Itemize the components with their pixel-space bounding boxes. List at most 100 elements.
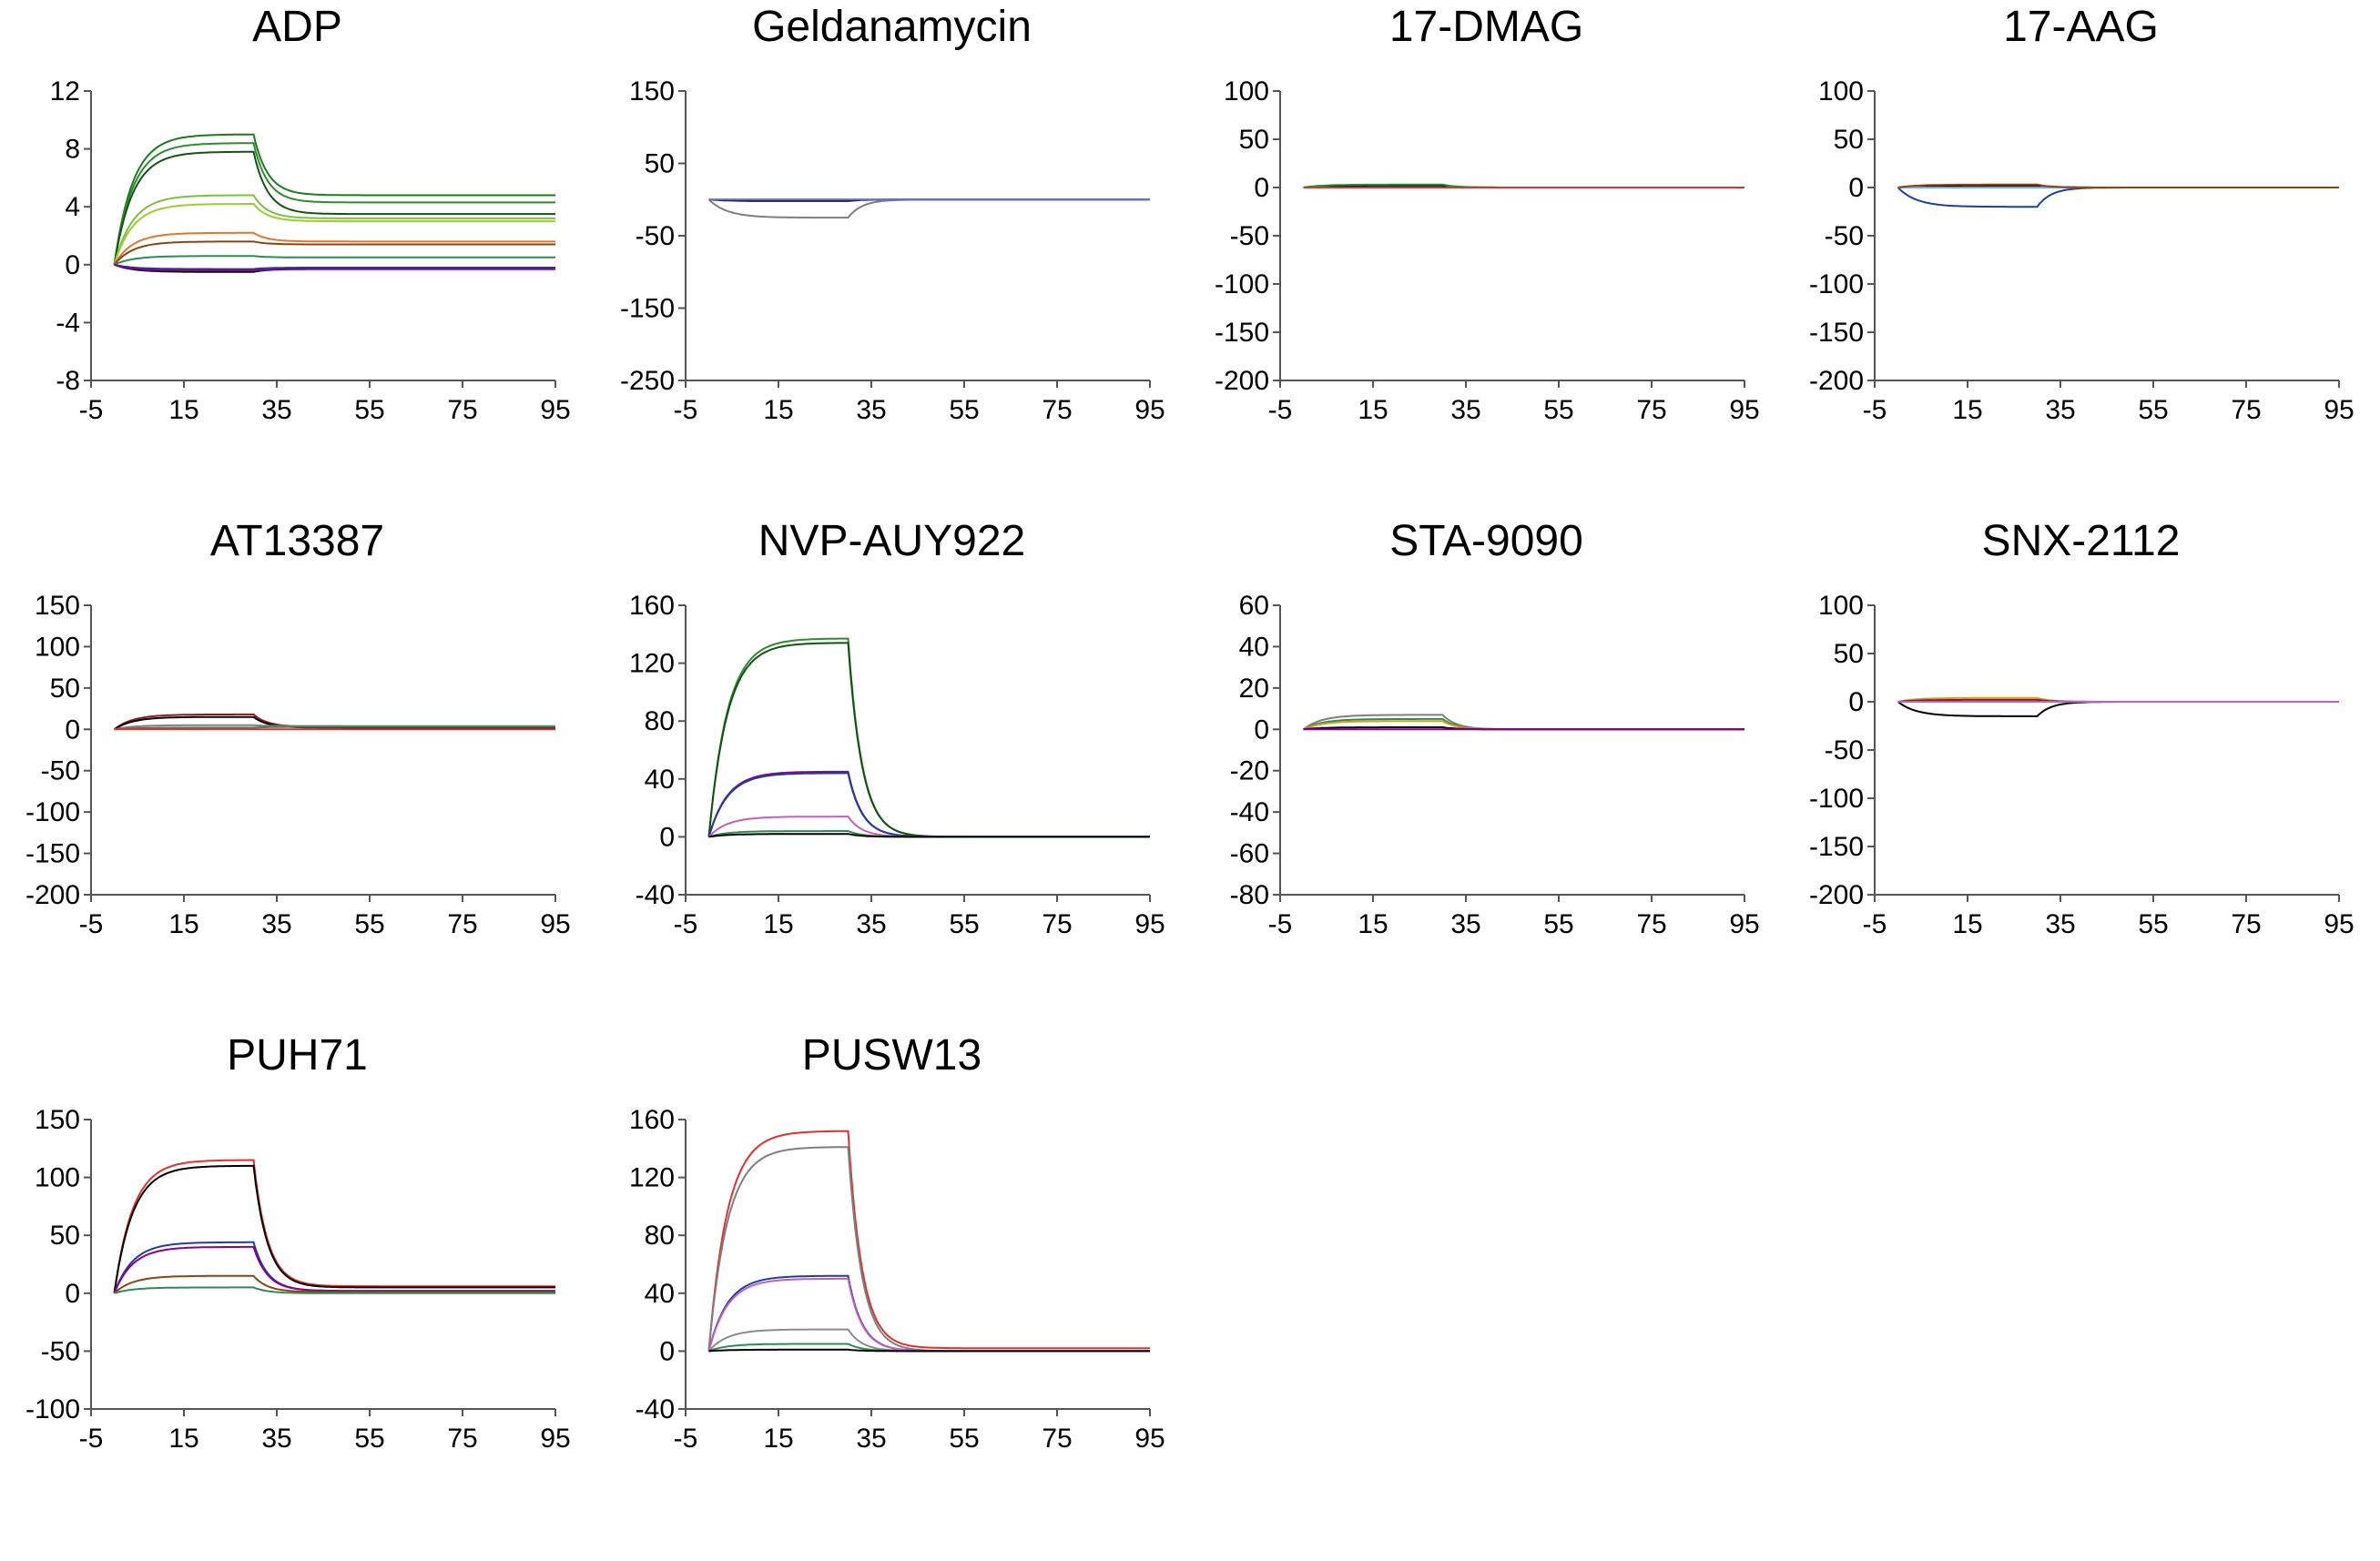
x-tick-label: 15 — [763, 395, 793, 425]
series-line — [707, 1277, 1150, 1353]
y-tick-label: -200 — [1809, 366, 1864, 396]
x-tick-label: 35 — [261, 909, 291, 939]
chart-svg: -200 -150 -100 -50 0 50 100 -5 15 35 55 75 95 — [1215, 76, 1760, 425]
x-tick-label: 75 — [447, 909, 477, 939]
y-tick-label: -100 — [25, 797, 80, 827]
chart-panel: PUSW13 -40 0 40 80 120 160 -5 15 35 55 75 95 — [595, 1029, 1189, 1543]
series-line — [708, 1348, 1150, 1353]
series-line — [707, 642, 1150, 838]
y-tick-label: -150 — [25, 839, 80, 869]
y-tick-label: 50 — [1834, 639, 1864, 669]
x-tick-label: 75 — [1042, 395, 1072, 425]
chart-svg: -200 -150 -100 -50 0 50 100 -5 15 35 55 75 95 — [1809, 591, 2355, 939]
chart-panel: 17-DMAG -200 -150 -100 -50 0 50 100 -5 15 35 55 75 95 — [1189, 0, 1784, 514]
x-tick-label: 95 — [540, 1424, 570, 1454]
y-tick-label: 0 — [1254, 173, 1269, 203]
series-line — [113, 203, 555, 266]
y-tick-label: -50 — [41, 1336, 80, 1366]
series-line — [114, 263, 555, 270]
x-tick-label: 55 — [354, 1424, 384, 1454]
chart-title: SNX-2112 — [1981, 517, 2181, 565]
chart-panel: STA-9090 -80 -60 -40 -20 0 20 40 60 -5 15 35 55 75 95 — [1189, 514, 1784, 1029]
y-tick-label: 150 — [629, 76, 675, 106]
y-tick-label: -4 — [56, 308, 80, 338]
y-tick-label: -250 — [620, 366, 675, 396]
y-tick-label: -100 — [1809, 784, 1864, 814]
y-tick-label: -150 — [1809, 318, 1864, 348]
x-tick-label: -5 — [1863, 909, 1887, 939]
chart-svg: -8 -4 0 4 8 12 -5 15 35 55 75 95 — [50, 76, 571, 425]
chart-title: 17-AAG — [2003, 3, 2159, 51]
y-tick-label: -150 — [620, 294, 675, 324]
x-tick-label: 75 — [447, 395, 477, 425]
x-tick-label: 35 — [1450, 395, 1480, 425]
series-line — [113, 133, 555, 265]
y-tick-label: 100 — [1224, 76, 1269, 106]
y-tick-label: -8 — [56, 366, 80, 396]
x-tick-label: -5 — [674, 909, 698, 939]
y-tick-label: -60 — [1230, 839, 1269, 869]
series-line — [113, 1245, 555, 1294]
series-line — [707, 198, 1150, 219]
y-tick-label: -200 — [1215, 366, 1269, 396]
series-line — [113, 231, 555, 266]
chart-panel: ADP -8 -4 0 4 8 12 -5 15 35 55 75 95 — [0, 0, 595, 514]
y-tick-label: 0 — [1848, 173, 1864, 203]
chart-svg: -250 -150 -50 50 150 -5 15 35 55 75 95 — [620, 76, 1165, 425]
y-tick-label: 4 — [65, 192, 80, 222]
x-tick-label: 35 — [261, 1424, 291, 1454]
x-tick-label: -5 — [79, 909, 104, 939]
x-tick-label: -5 — [79, 395, 104, 425]
series-line — [113, 1274, 555, 1294]
chart-svg: -80 -60 -40 -20 0 20 40 60 -5 15 35 55 75 95 — [1230, 591, 1760, 939]
x-tick-label: -5 — [674, 1424, 698, 1454]
y-tick-label: -50 — [41, 756, 80, 786]
y-tick-label: 0 — [1254, 715, 1269, 745]
x-tick-label: 15 — [168, 909, 198, 939]
series-line — [707, 772, 1150, 838]
series-line — [113, 240, 555, 266]
y-tick-label: -40 — [636, 880, 675, 910]
y-tick-label: 40 — [645, 765, 675, 795]
y-tick-label: -50 — [636, 221, 675, 251]
series-line — [113, 142, 555, 265]
y-tick-label: 160 — [629, 591, 675, 621]
x-tick-label: 95 — [2324, 909, 2354, 939]
y-tick-label: 120 — [629, 1163, 675, 1193]
series-line — [113, 150, 555, 265]
chart-svg: -40 0 40 80 120 160 -5 15 35 55 75 95 — [629, 591, 1165, 939]
x-tick-label: 15 — [1952, 395, 1982, 425]
x-tick-label: 35 — [2045, 395, 2075, 425]
x-tick-label: -5 — [674, 395, 698, 425]
y-tick-label: 50 — [1834, 125, 1864, 155]
chart-title: STA-9090 — [1389, 517, 1583, 565]
y-tick-label: -50 — [1230, 221, 1269, 251]
y-tick-label: -100 — [25, 1394, 80, 1424]
series-line — [707, 1274, 1150, 1353]
y-tick-label: 50 — [1239, 125, 1269, 155]
y-tick-label: 100 — [35, 1163, 80, 1193]
chart-svg: -100 -50 0 50 100 150 -5 15 35 55 75 95 — [25, 1105, 571, 1454]
x-tick-label: 55 — [2138, 395, 2168, 425]
chart-svg: -200 -150 -100 -50 0 50 100 -5 15 35 55 75 95 — [1809, 76, 2355, 425]
x-tick-label: 35 — [1450, 909, 1480, 939]
y-tick-label: 0 — [659, 1336, 675, 1366]
y-tick-label: 80 — [645, 1221, 675, 1251]
x-tick-label: 75 — [2231, 909, 2261, 939]
series-line — [113, 194, 555, 266]
x-tick-label: 15 — [168, 395, 198, 425]
y-tick-label: 8 — [65, 135, 80, 165]
series-line — [707, 637, 1150, 838]
y-tick-label: 100 — [1818, 76, 1864, 106]
series-line — [113, 1164, 555, 1293]
y-tick-label: 12 — [50, 76, 80, 106]
x-tick-label: 75 — [2231, 395, 2261, 425]
series-line — [707, 770, 1150, 838]
x-tick-label: 75 — [1636, 395, 1666, 425]
y-tick-label: 100 — [1818, 591, 1864, 621]
x-tick-label: 95 — [1134, 1424, 1165, 1454]
x-tick-label: 55 — [949, 395, 979, 425]
x-tick-label: 95 — [1134, 395, 1165, 425]
x-tick-label: 55 — [1543, 395, 1573, 425]
